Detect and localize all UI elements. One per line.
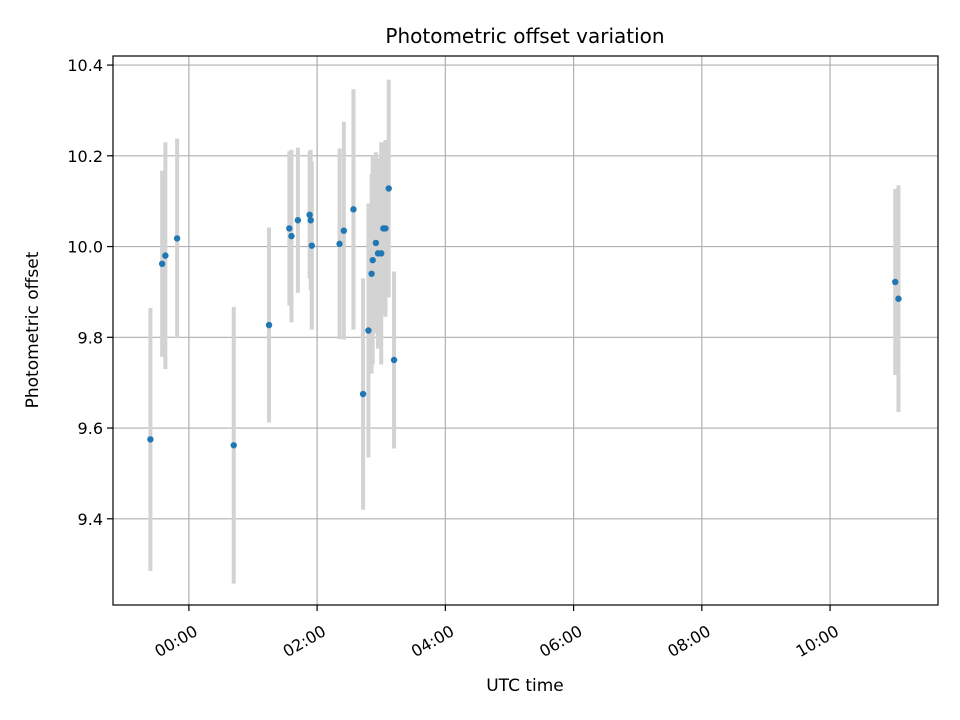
data-point bbox=[147, 436, 154, 443]
x-tick-label: 08:00 bbox=[664, 621, 713, 661]
data-point bbox=[286, 225, 293, 232]
data-point bbox=[294, 217, 302, 224]
x-tick-label: 06:00 bbox=[536, 621, 585, 661]
y-tick-label: 10.4 bbox=[67, 56, 103, 75]
plot-area-frame bbox=[112, 55, 939, 606]
data-point bbox=[895, 295, 902, 302]
x-gridlines bbox=[188, 56, 831, 605]
data-point bbox=[158, 260, 166, 268]
data-point bbox=[892, 278, 899, 286]
data-point bbox=[340, 227, 348, 234]
data-point bbox=[288, 232, 295, 240]
data-point bbox=[365, 327, 372, 334]
x-axis-ticks: 00:00 02:00 04:00 06:00 08:00 10:00 bbox=[151, 605, 842, 661]
data-point bbox=[372, 239, 380, 247]
data-point bbox=[306, 211, 313, 219]
data-point bbox=[359, 390, 367, 398]
data-points bbox=[147, 185, 902, 449]
data-point bbox=[173, 235, 181, 242]
data-point bbox=[230, 442, 237, 449]
data-point bbox=[350, 206, 357, 213]
data-point bbox=[368, 270, 375, 277]
x-tick-label: 10:00 bbox=[793, 621, 842, 661]
x-tick-label: 00:00 bbox=[151, 621, 200, 661]
error-bars bbox=[148, 79, 901, 584]
y-tick-label: 10.0 bbox=[67, 238, 103, 257]
y-tick-label: 9.8 bbox=[78, 328, 103, 347]
data-point bbox=[162, 252, 169, 259]
y-tick-label: 9.4 bbox=[78, 510, 103, 529]
data-point bbox=[382, 225, 389, 232]
x-axis-label: UTC time bbox=[486, 676, 564, 696]
y-axis-label: Photometric offset bbox=[23, 251, 43, 408]
data-point bbox=[307, 217, 314, 224]
y-tick-label: 9.6 bbox=[78, 419, 103, 438]
y-tick-label: 10.2 bbox=[67, 147, 103, 166]
data-point bbox=[369, 256, 376, 264]
data-point bbox=[385, 185, 392, 192]
x-tick-label: 04:00 bbox=[408, 621, 457, 661]
data-point bbox=[378, 250, 385, 257]
y-axis-ticks: 9.4 9.6 9.8 10.0 10.2 10.4 bbox=[67, 56, 113, 529]
chart-title: Photometric offset variation bbox=[385, 24, 664, 48]
y-gridlines bbox=[113, 64, 938, 520]
x-tick-label: 02:00 bbox=[280, 621, 329, 661]
data-point bbox=[336, 240, 343, 248]
data-point bbox=[308, 242, 315, 249]
data-point bbox=[265, 321, 273, 329]
data-point bbox=[390, 356, 398, 364]
